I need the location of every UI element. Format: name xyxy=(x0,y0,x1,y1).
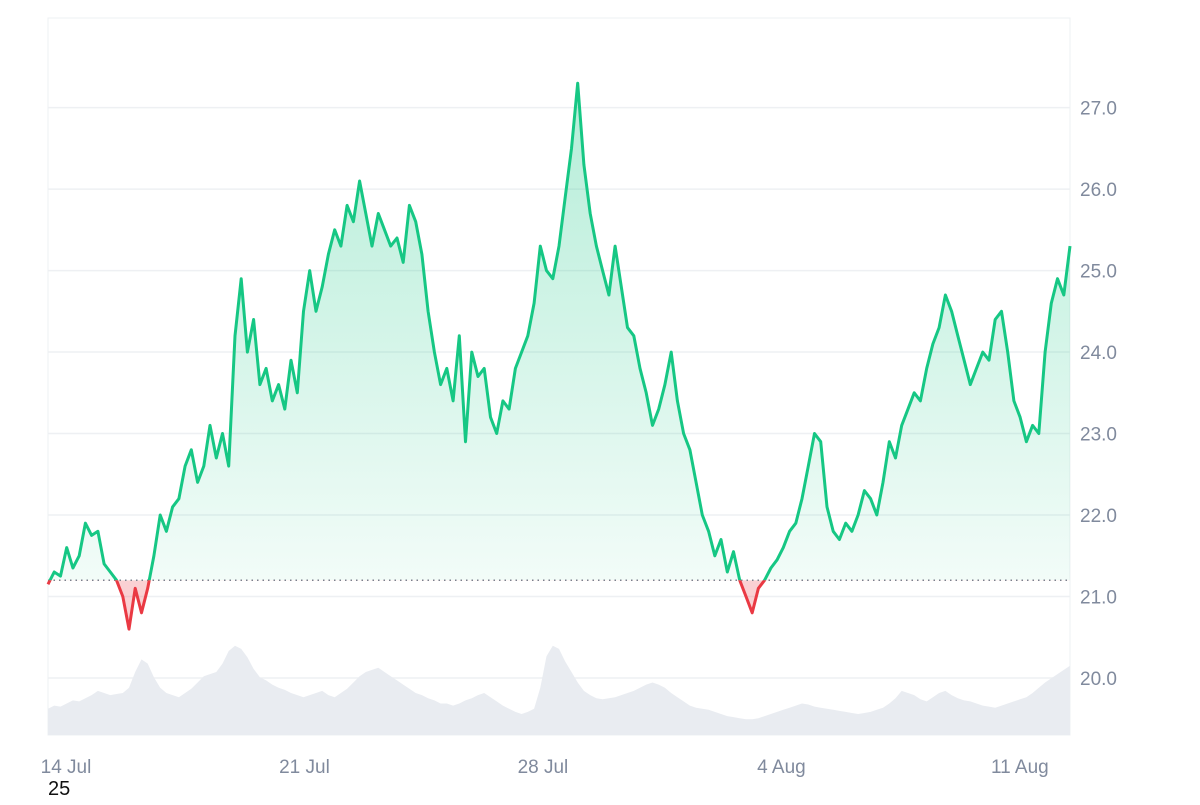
price-line-up xyxy=(48,81,1072,581)
y-tick-label-2: 22.0 xyxy=(1080,506,1117,527)
price-line xyxy=(46,81,1072,631)
x-tick-label-3: 4 Aug xyxy=(757,757,806,778)
price-area xyxy=(48,83,1070,630)
y-tick-label-7: 27.0 xyxy=(1080,99,1117,120)
area-above-baseline xyxy=(50,83,1070,581)
y-tick-label-3: 23.0 xyxy=(1080,425,1117,446)
volume-area xyxy=(48,645,1070,735)
y-tick-label-5: 25.0 xyxy=(1080,262,1117,283)
x-tick-label-2: 28 Jul xyxy=(518,757,569,778)
y-tick-label-1: 21.0 xyxy=(1080,587,1117,608)
x-tick-label-1: 21 Jul xyxy=(279,757,330,778)
footnote-text: 25 xyxy=(48,778,71,800)
x-tick-label-4: 11 Aug xyxy=(991,757,1049,778)
x-tick-label-0: 14 Jul xyxy=(41,757,92,778)
y-tick-label-0: 20.0 xyxy=(1080,669,1117,690)
y-tick-label-4: 24.0 xyxy=(1080,343,1117,364)
y-tick-label-6: 26.0 xyxy=(1080,180,1117,201)
volume-fill xyxy=(48,645,1070,735)
y-axis-labels: 20.0 21.0 22.0 23.0 24.0 25.0 26.0 27.0 xyxy=(1080,99,1117,690)
x-axis-labels: 14 Jul 21 Jul 28 Jul 4 Aug 11 Aug xyxy=(41,757,1049,778)
